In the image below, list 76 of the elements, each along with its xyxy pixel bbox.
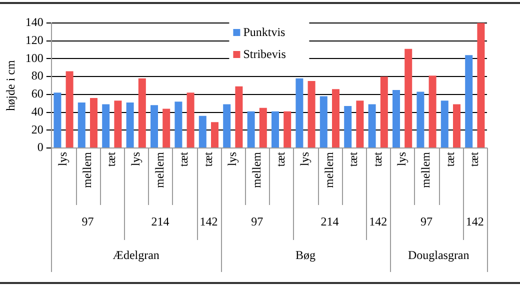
text: 97 (420, 214, 432, 229)
text: Ædelgran (112, 248, 160, 262)
y-tick-label: 40 (31, 104, 44, 118)
bar (235, 86, 243, 148)
bar (440, 100, 448, 148)
bar (150, 105, 158, 148)
x-tick-label: mellem (418, 151, 433, 188)
x-tick-label: mellem (80, 151, 94, 188)
bar (78, 102, 86, 148)
bar (114, 100, 122, 148)
legend-label: Punktvis (243, 25, 286, 40)
bar (380, 76, 388, 148)
x-tick-label: lys (394, 152, 408, 166)
bar (54, 92, 62, 148)
x-tick-label: lys (128, 152, 142, 166)
x-tick-label: tæt (467, 151, 482, 167)
text: 214 (151, 214, 170, 229)
y-tick-label: 100 (25, 50, 44, 65)
bar (247, 111, 255, 148)
bar (368, 104, 376, 148)
bar (174, 102, 182, 148)
bar (416, 92, 424, 148)
bar (428, 76, 436, 148)
bar (90, 98, 98, 148)
bar (308, 81, 316, 148)
bar (102, 104, 110, 148)
bar (332, 89, 340, 148)
y-tick-label: 0 (37, 140, 44, 154)
x-tick-label: lys (298, 152, 312, 166)
x-tick-label: tæt (200, 151, 215, 167)
bar (320, 96, 328, 148)
bar (66, 71, 74, 148)
x-tick-label: tæt (273, 151, 288, 167)
bar (344, 106, 352, 148)
x-tick-label: mellem (249, 151, 264, 188)
bar (465, 55, 473, 148)
bar (198, 116, 206, 148)
y-tick-label: 120 (25, 33, 44, 48)
bar (162, 108, 170, 148)
x-tick-label: tæt (442, 151, 457, 167)
text: 97 (82, 214, 94, 229)
bar (211, 122, 218, 148)
bar (126, 102, 134, 148)
x-tick-label: mellem (322, 151, 336, 188)
x-tick-label: tæt (346, 151, 360, 167)
legend-label: Stribevis (243, 47, 286, 62)
text: 97 (251, 214, 264, 229)
text: 142 (200, 214, 218, 229)
x-tick-label: tæt (176, 151, 191, 167)
bar (392, 90, 400, 148)
bar (404, 48, 412, 148)
bar (356, 100, 364, 148)
bar (223, 104, 231, 148)
bar (272, 111, 279, 148)
x-tick-label: lys (225, 152, 240, 166)
x-tick-label: tæt (104, 151, 118, 167)
bar (259, 108, 267, 148)
bar (453, 104, 460, 148)
text: Bøg (295, 248, 316, 262)
text: 214 (320, 214, 339, 229)
y-tick-label: 140 (25, 15, 44, 30)
y-tick-label: 60 (31, 86, 44, 101)
text: 142 (466, 214, 484, 229)
y-axis-title: højde i cm (3, 60, 18, 111)
bar (138, 78, 146, 148)
bar (296, 78, 304, 148)
x-tick-label: tæt (370, 151, 384, 167)
x-tick-label: lys (56, 152, 70, 166)
bar (186, 92, 194, 148)
text: Douglasgran (408, 248, 470, 262)
bar (284, 111, 292, 148)
bar (477, 23, 485, 148)
x-tick-label: mellem (152, 151, 166, 188)
y-tick-label: 80 (31, 68, 44, 83)
y-tick-label: 20 (31, 122, 44, 136)
text: 142 (369, 214, 388, 229)
